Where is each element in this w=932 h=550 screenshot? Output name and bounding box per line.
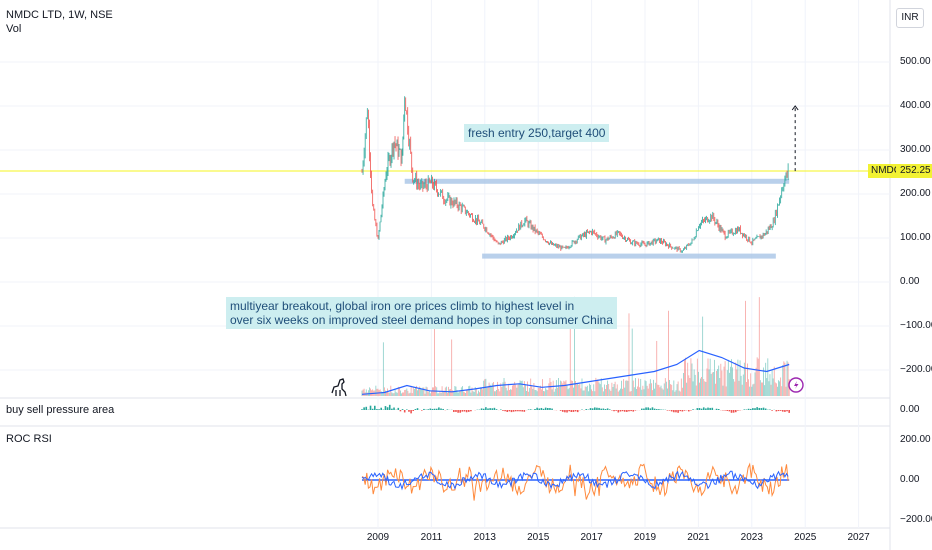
rsi-line: [361, 470, 789, 491]
lightning-icon[interactable]: [788, 377, 804, 393]
roc-tick: 0.00: [900, 474, 920, 485]
time-tick: 2027: [847, 532, 870, 543]
roc-line: [361, 462, 789, 501]
level-bands: [404, 178, 790, 259]
target-arrowhead: [791, 105, 799, 111]
price-candles: [361, 96, 789, 253]
price-tick: 500.00: [900, 56, 931, 67]
roc-rsi-lines: [361, 462, 790, 501]
chart-title: NMDC LTD, 1W, NSE: [6, 9, 113, 21]
target-arrow: [791, 105, 799, 172]
target-note[interactable]: fresh entry 250,target 400: [464, 124, 610, 142]
breakout-note[interactable]: multiyear breakout, global iron ore pric…: [226, 297, 617, 329]
breakout-note-line1: multiyear breakout, global iron ore pric…: [230, 299, 575, 313]
volume-label: Vol: [6, 23, 22, 35]
roc-pane-label: ROC RSI: [6, 433, 52, 445]
price-tag-value: 252.25: [896, 164, 932, 178]
time-tick: 2019: [633, 532, 657, 543]
currency-button[interactable]: INR: [896, 8, 924, 28]
pressure-pane-label: buy sell pressure area: [6, 404, 115, 416]
pressure-area: [361, 404, 790, 414]
level-support: [482, 253, 776, 259]
time-tick: 2015: [527, 532, 550, 543]
price-tick: 400.00: [900, 100, 931, 111]
time-tick: 2017: [580, 532, 603, 543]
volume-ma-polyline: [361, 349, 790, 395]
time-tick: 2009: [366, 532, 390, 543]
price-tick: 300.00: [900, 144, 931, 155]
breakout-note-line2: over six weeks on improved steel demand …: [230, 313, 613, 327]
dino-icon: [331, 378, 347, 397]
volume-ma-line: [361, 349, 790, 395]
price-tick: −100.00: [900, 320, 932, 331]
time-tick: 2023: [740, 532, 763, 543]
time-tick: 2025: [794, 532, 817, 543]
level-resistance: [404, 178, 790, 184]
time-tick: 2013: [473, 532, 496, 543]
price-tick: 100.00: [900, 232, 931, 243]
roc-tick: 200.00: [900, 434, 931, 445]
grid-lines: [0, 0, 890, 528]
price-tag-symbol: NMDC: [868, 164, 904, 178]
roc-tick: −200.00: [900, 514, 932, 525]
price-tick: −200.00: [900, 364, 932, 375]
pressure-tick: 0.00: [900, 404, 920, 415]
price-tick: 0.00: [900, 276, 920, 287]
price-tick: 200.00: [900, 188, 931, 199]
time-tick: 2011: [420, 532, 443, 543]
time-tick: 2021: [687, 532, 710, 543]
